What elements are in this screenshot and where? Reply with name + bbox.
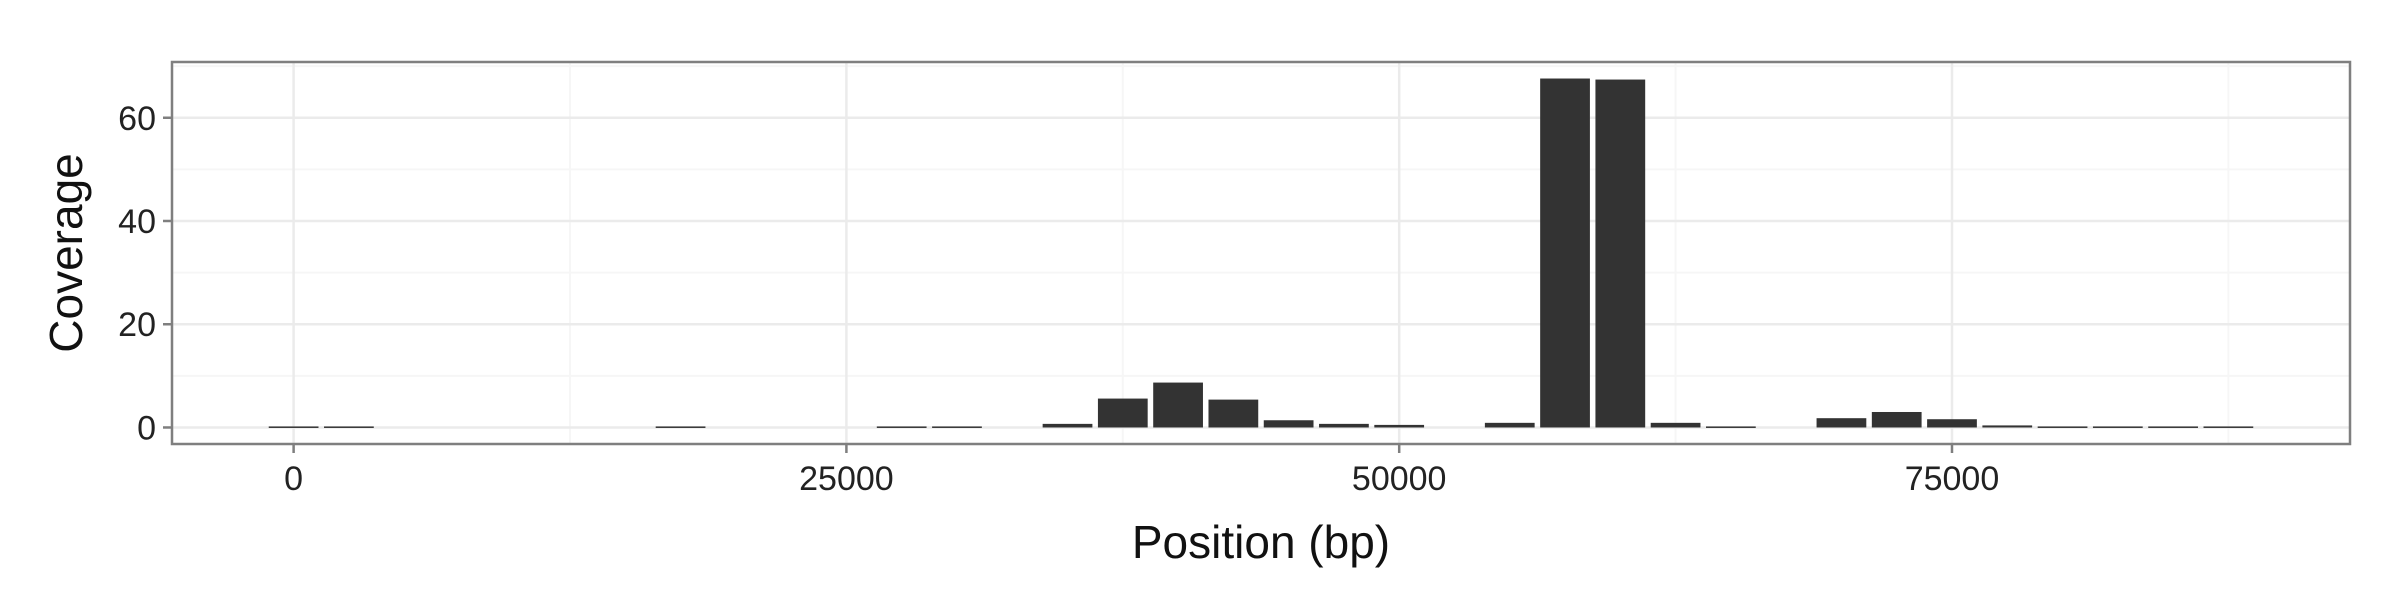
coverage-bar [1982, 425, 2033, 428]
coverage-bar [1816, 418, 1867, 428]
coverage-bar [1540, 78, 1590, 428]
coverage-bar [1153, 382, 1203, 428]
axis-layer: 0 25000 50000 75000 0 20 40 60 [118, 100, 1999, 498]
coverage-bar [1650, 422, 1701, 428]
coverage-bar [2203, 426, 2254, 428]
coverage-bar [324, 426, 374, 428]
plot-panel-background [172, 62, 2350, 444]
coverage-bar [1097, 398, 1148, 428]
coverage-bar [2148, 426, 2198, 428]
coverage-bar [2037, 426, 2088, 428]
coverage-bar [1595, 79, 1646, 428]
x-axis-title: Position (bp) [1132, 516, 1390, 568]
coverage-bar [1374, 424, 1425, 428]
y-tick-label: 20 [118, 306, 156, 344]
coverage-bar [1871, 411, 1922, 428]
coverage-bar [1927, 419, 1977, 428]
x-tick-label: 25000 [799, 460, 894, 498]
coverage-bar [1208, 399, 1259, 428]
coverage-bar [2092, 426, 2143, 428]
y-tick-label: 60 [118, 100, 156, 138]
coverage-bar [1705, 426, 1756, 428]
coverage-bar [655, 426, 706, 428]
bars-layer [268, 78, 2254, 428]
y-tick-label: 40 [118, 203, 156, 241]
coverage-bar [1484, 422, 1535, 428]
y-tick-label: 0 [137, 409, 156, 447]
coverage-bar [268, 426, 319, 428]
x-tick-label: 75000 [1905, 460, 2000, 498]
x-tick-label: 0 [284, 460, 303, 498]
coverage-bar [932, 426, 982, 428]
plot-panel-border [170, 60, 2352, 446]
y-axis-title: Coverage [40, 153, 92, 352]
grid-layer [172, 62, 2350, 444]
coverage-bar [1263, 420, 1314, 428]
x-tick-label: 50000 [1352, 460, 1447, 498]
coverage-bar [876, 426, 927, 428]
coverage-bar [1042, 423, 1093, 428]
coverage-bar [1319, 423, 1369, 428]
